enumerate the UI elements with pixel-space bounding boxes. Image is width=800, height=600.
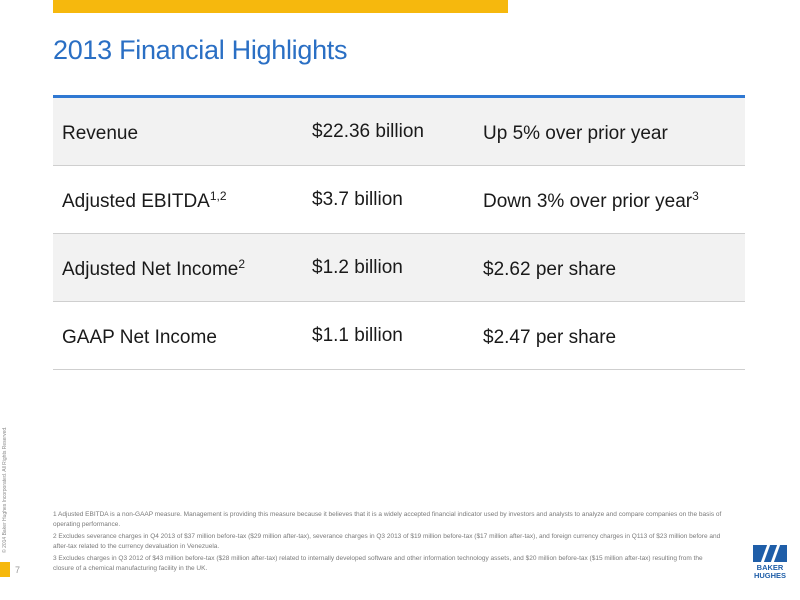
- row-label: Adjusted Net Income2: [62, 257, 246, 280]
- row-amount: $1.2 billion: [312, 257, 403, 278]
- row-note: $2.62 per share: [483, 259, 617, 280]
- table-row: Adjusted EBITDA1,2 $3.7 billion Down 3% …: [53, 166, 745, 234]
- logo-line-2: HUGHES: [753, 571, 787, 580]
- highlights-table: Revenue $22.36 billion Up 5% over prior …: [53, 98, 745, 370]
- page-title: 2013 Financial Highlights: [53, 35, 348, 65]
- logo-line-1: BAKER: [756, 563, 784, 572]
- row-note: Up 5% over prior year: [483, 123, 668, 144]
- row-amount: $1.1 billion: [312, 325, 403, 346]
- row-note: $2.47 per share: [483, 327, 617, 348]
- table-row: GAAP Net Income $1.1 billion $2.47 per s…: [53, 302, 745, 370]
- row-amount: $22.36 billion: [312, 121, 424, 142]
- logo-mark-icon: [753, 545, 787, 562]
- row-label: Revenue: [62, 123, 139, 144]
- row-amount: $3.7 billion: [312, 189, 403, 210]
- baker-hughes-logo: BAKER HUGHES: [748, 545, 792, 583]
- table-row: Adjusted Net Income2 $1.2 billion $2.62 …: [53, 234, 745, 302]
- page-number: 7: [15, 565, 21, 575]
- header-rule: [53, 95, 745, 98]
- copyright-notice: © 2014 Baker Hughes Incorporated. All Ri…: [2, 426, 8, 553]
- footnote-1: 1 Adjusted EBITDA is a non-GAAP measure.…: [53, 511, 722, 528]
- table-row: Revenue $22.36 billion Up 5% over prior …: [53, 98, 745, 166]
- footnotes: 1 Adjusted EBITDA is a non-GAAP measure.…: [53, 510, 723, 576]
- footnote-2: 2 Excludes severance charges in Q4 2013 …: [53, 533, 721, 550]
- page-marker: [0, 562, 10, 577]
- row-label: Adjusted EBITDA1,2: [62, 189, 227, 212]
- accent-bar: [53, 0, 508, 13]
- row-note: Down 3% over prior year3: [483, 189, 699, 212]
- row-label: GAAP Net Income: [62, 327, 217, 348]
- logo-wordmark: BAKER HUGHES: [748, 564, 792, 580]
- footnote-3: 3 Excludes charges in Q3 2012 of $43 mil…: [53, 555, 703, 572]
